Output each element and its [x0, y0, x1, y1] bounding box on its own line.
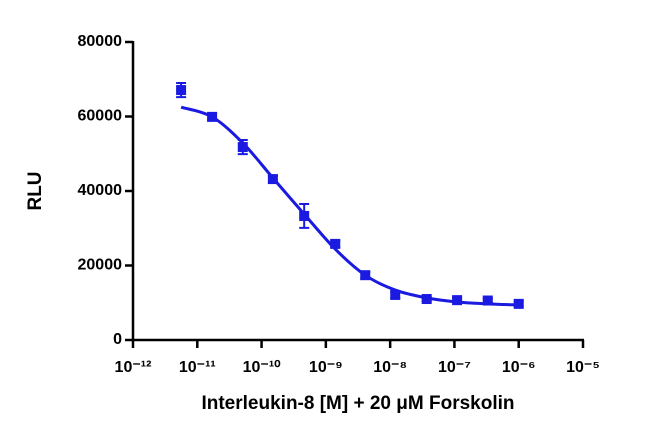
x-tick-label: 10⁻⁹: [309, 359, 343, 376]
x-axis-title: Interleukin-8 [M] + 20 μM Forskolin: [201, 393, 514, 414]
x-tick-label: 10⁻⁸: [373, 359, 407, 376]
data-point: [299, 210, 310, 221]
data-point: [330, 238, 341, 249]
data-point: [452, 295, 463, 306]
data-point: [482, 295, 493, 306]
data-point: [207, 111, 218, 122]
data-point: [390, 289, 401, 300]
y-tick-label: 40000: [78, 182, 123, 199]
data-point: [176, 85, 187, 96]
x-tick-label: 10⁻⁷: [438, 359, 471, 376]
data-point: [267, 174, 278, 185]
fit-curve: [180, 105, 519, 307]
y-tick-label: 20000: [78, 257, 123, 274]
x-tick-label: 10⁻⁶: [502, 359, 536, 376]
data-point: [513, 298, 524, 309]
data-point: [237, 142, 248, 153]
x-tick-label: 10⁻⁵: [566, 359, 600, 376]
y-axis-title: RLU: [25, 171, 46, 210]
x-tick-label: 10⁻¹⁰: [243, 359, 282, 376]
data-point: [421, 294, 432, 305]
y-tick-label: 60000: [78, 108, 123, 125]
y-tick-label: 80000: [78, 33, 123, 50]
y-tick-label: 0: [113, 331, 122, 348]
data-point: [360, 270, 371, 281]
x-tick-label: 10⁻¹²: [115, 359, 152, 376]
x-tick-label: 10⁻¹¹: [179, 359, 216, 376]
